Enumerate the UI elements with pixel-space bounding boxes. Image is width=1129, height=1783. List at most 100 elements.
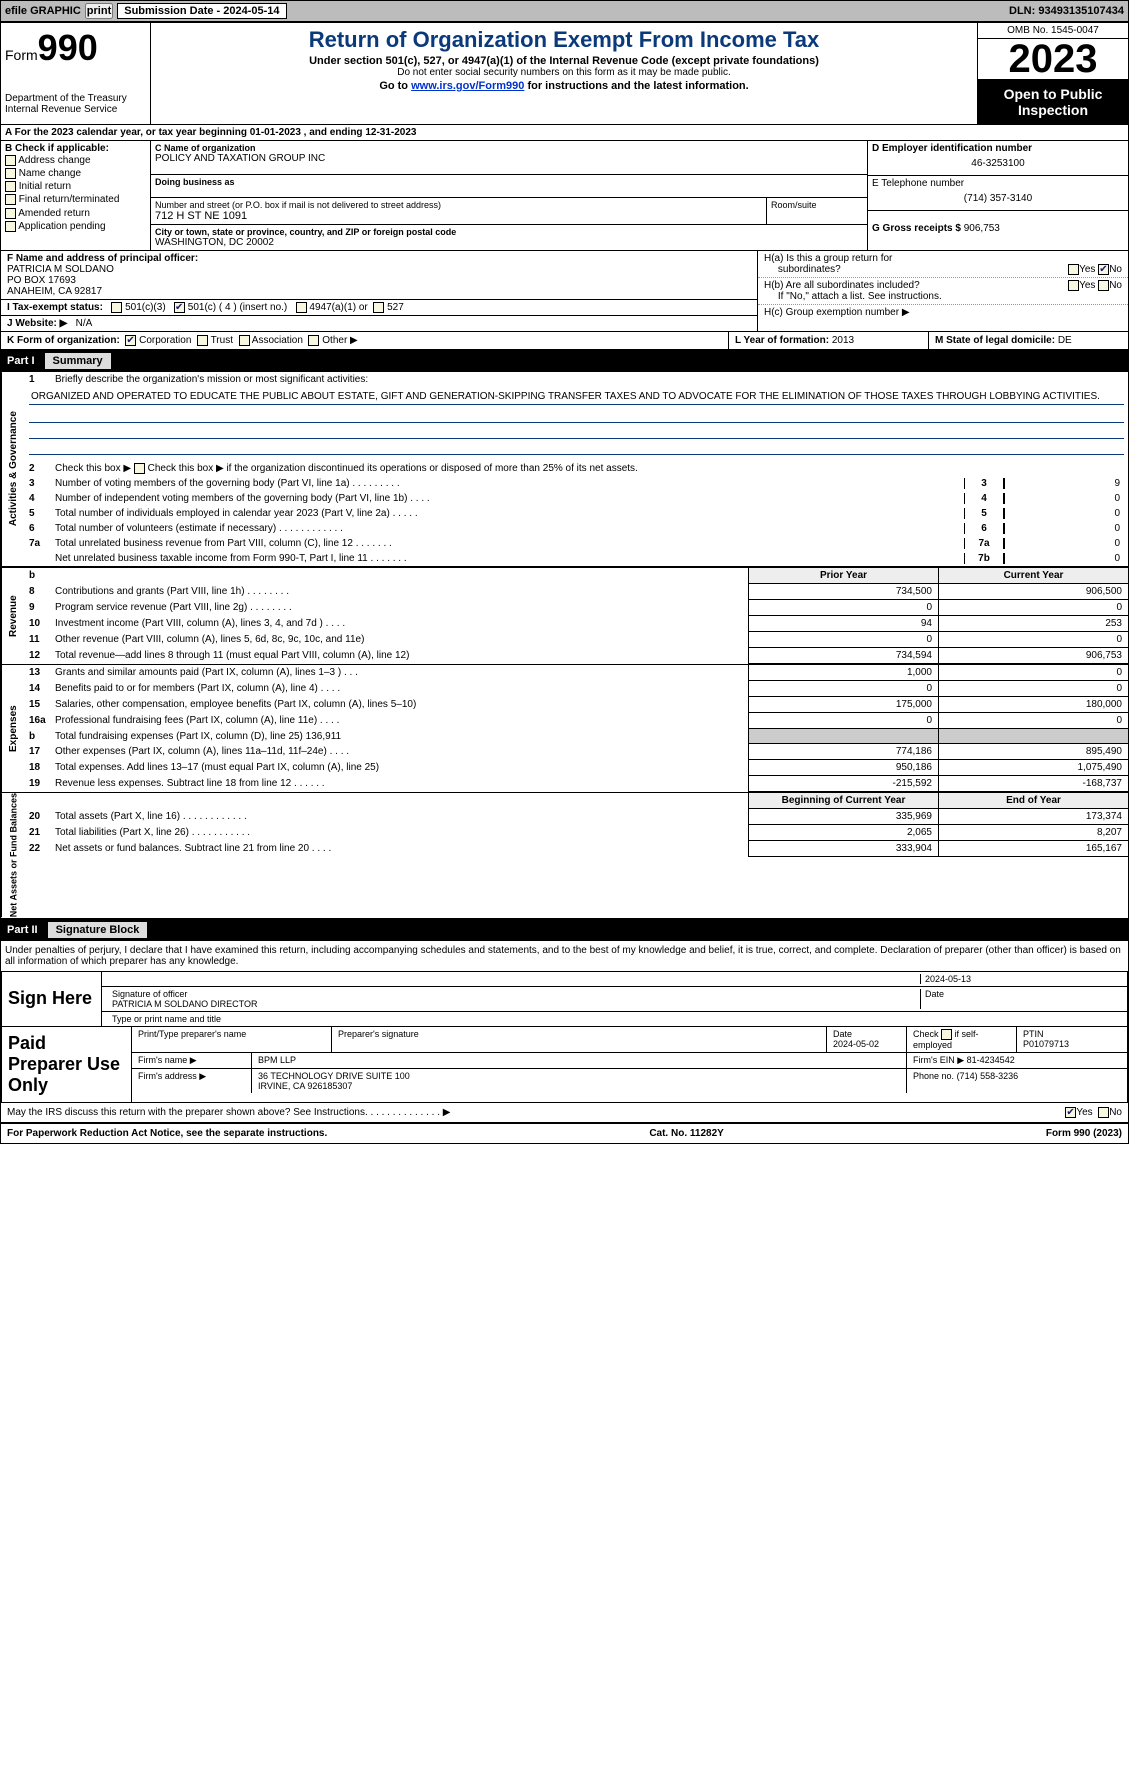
line-k: K Form of organization: Corporation Trus… (1, 332, 1128, 350)
prep-date: 2024-05-02 (833, 1039, 879, 1049)
expense-line: 17Other expenses (Part IX, column (A), l… (25, 744, 1128, 760)
gross: 906,753 (964, 223, 1000, 234)
dept-treasury: Department of the Treasury (5, 93, 146, 104)
net-assets-line: 22Net assets or fund balances. Subtract … (25, 841, 1128, 857)
expense-line: 16aProfessional fundraising fees (Part I… (25, 713, 1128, 729)
type-name-lbl: Type or print name and title (108, 1014, 1121, 1024)
f-po: PO BOX 17693 (7, 275, 751, 286)
ck-initial[interactable]: Initial return (5, 180, 146, 193)
officer-name: PATRICIA M SOLDANO DIRECTOR (112, 999, 916, 1009)
city: WASHINGTON, DC 20002 (155, 237, 863, 248)
vlabel-rev: Revenue (1, 568, 25, 664)
form-990: Form990 Department of the Treasury Inter… (0, 22, 1129, 1144)
vlabel-ag: Activities & Governance (1, 372, 25, 566)
activities-governance: Activities & Governance 1Briefly describ… (1, 372, 1128, 567)
col-b-header: B Check if applicable: (5, 143, 146, 154)
tel-lbl: E Telephone number (872, 178, 1124, 189)
mission-lbl: Briefly describe the organization's miss… (55, 374, 1124, 385)
h-c: H(c) Group exemption number ▶ (758, 305, 1128, 320)
hdr-prior-year: Prior Year (748, 568, 938, 584)
ck-discuss-yes (1065, 1107, 1076, 1118)
hdr-current-year: Current Year (938, 568, 1128, 584)
net-assets-line: 21Total liabilities (Part X, line 26) . … (25, 825, 1128, 841)
col-c-org: C Name of organizationPOLICY AND TAXATIO… (151, 141, 868, 250)
summary-line: 3Number of voting members of the governi… (25, 476, 1128, 491)
signature-declaration: Under penalties of perjury, I declare th… (1, 941, 1128, 972)
revenue-line: 10Investment income (Part VIII, column (… (25, 616, 1128, 632)
vlabel-na: Net Assets or Fund Balances (1, 793, 25, 917)
irs-link[interactable]: www.irs.gov/Form990 (411, 80, 524, 92)
form-title: Return of Organization Exempt From Incom… (155, 27, 973, 53)
subtitle-3: Go to www.irs.gov/Form990 for instructio… (155, 80, 973, 92)
firm-addr-lbl: Firm's address ▶ (132, 1069, 252, 1093)
irs-discuss: May the IRS discuss this return with the… (1, 1103, 1128, 1124)
expense-line: 15Salaries, other compensation, employee… (25, 697, 1128, 713)
firm-name-lbl: Firm's name ▶ (132, 1053, 252, 1068)
vlabel-exp: Expenses (1, 665, 25, 792)
ein-lbl: D Employer identification number (872, 143, 1124, 154)
self-emp: Check if self-employed (907, 1027, 1017, 1052)
f-label: F Name and address of principal officer: (7, 253, 751, 264)
form-label: Form (5, 47, 38, 63)
mission-text: ORGANIZED AND OPERATED TO EDUCATE THE PU… (29, 389, 1124, 405)
sign-here-block: Sign Here 2024-05-13 Signature of office… (1, 972, 1128, 1027)
efile-label: efile GRAPHIC (5, 5, 81, 17)
revenue-section: Revenue bPrior YearCurrent Year 8Contrib… (1, 567, 1128, 665)
ck-name-change[interactable]: Name change (5, 167, 146, 180)
ck-ha-no (1098, 264, 1109, 275)
form-number: 990 (38, 27, 98, 68)
ck-addr-change[interactable]: Address change (5, 154, 146, 167)
ck-501c (174, 302, 185, 313)
sign-date: 2024-05-13 (921, 974, 1121, 984)
summary-line: Net unrelated business taxable income fr… (25, 551, 1128, 566)
tel: (714) 357-3140 (872, 189, 1124, 208)
col-d: D Employer identification number46-32531… (868, 141, 1128, 250)
paid-preparer-block: Paid Preparer Use Only Print/Type prepar… (1, 1027, 1128, 1103)
room-lbl: Room/suite (771, 200, 863, 210)
street-lbl: Number and street (or P.O. box if mail i… (155, 200, 762, 210)
submission-date: Submission Date - 2024-05-14 (117, 3, 286, 19)
paperwork-notice: For Paperwork Reduction Act Notice, see … (7, 1128, 327, 1139)
org-name-lbl: C Name of organization (155, 143, 863, 153)
expenses-section: Expenses 13Grants and similar amounts pa… (1, 665, 1128, 793)
line-i: I Tax-exempt status: 501(c)(3) 501(c) ( … (1, 300, 757, 316)
dba-lbl: Doing business as (155, 177, 863, 187)
summary-line: 5Total number of individuals employed in… (25, 506, 1128, 521)
irs-label: Internal Revenue Service (5, 104, 146, 115)
h-a: H(a) Is this a group return for subordin… (758, 251, 1128, 278)
print-button[interactable]: print (85, 3, 113, 19)
gross-lbl: G Gross receipts $ (872, 223, 961, 234)
org-name: POLICY AND TAXATION GROUP INC (155, 153, 863, 164)
subtitle-1: Under section 501(c), 527, or 4947(a)(1)… (155, 55, 973, 67)
f-name: PATRICIA M SOLDANO (7, 264, 751, 275)
revenue-line: 8Contributions and grants (Part VIII, li… (25, 584, 1128, 600)
pt-name-lbl: Print/Type preparer's name (132, 1027, 332, 1052)
expense-line: 14Benefits paid to or for members (Part … (25, 681, 1128, 697)
ck-final[interactable]: Final return/terminated (5, 193, 146, 206)
firm-addr1: 36 TECHNOLOGY DRIVE SUITE 100 (258, 1071, 900, 1081)
hdr-boy: Beginning of Current Year (748, 793, 938, 809)
firm-addr2: IRVINE, CA 926185307 (258, 1081, 900, 1091)
summary-line: 7aTotal unrelated business revenue from … (25, 536, 1128, 551)
form-footer: For Paperwork Reduction Act Notice, see … (1, 1124, 1128, 1143)
part-2-header: Part IISignature Block (1, 919, 1128, 941)
tax-year: 2023 (978, 39, 1128, 80)
ck-amended[interactable]: Amended return (5, 207, 146, 220)
line-j: J Website: ▶ N/A (1, 316, 757, 331)
revenue-line: 12Total revenue—add lines 8 through 11 (… (25, 648, 1128, 664)
col-b-checkboxes: B Check if applicable: Address change Na… (1, 141, 151, 250)
dln: DLN: 93493135107434 (1009, 5, 1124, 17)
part-1-header: Part ISummary (1, 350, 1128, 372)
ck-app-pending[interactable]: Application pending (5, 220, 146, 233)
expense-line: 19Revenue less expenses. Subtract line 1… (25, 776, 1128, 792)
ck-corp (125, 335, 136, 346)
form-header: Form990 Department of the Treasury Inter… (1, 23, 1128, 125)
expense-line: 13Grants and similar amounts paid (Part … (25, 665, 1128, 681)
sign-here-label: Sign Here (2, 972, 102, 1026)
net-assets-section: Net Assets or Fund Balances Beginning of… (1, 793, 1128, 918)
topbar: efile GRAPHIC print Submission Date - 20… (0, 0, 1129, 22)
sig-officer-lbl: Signature of officer (112, 989, 916, 999)
net-assets-line: 20Total assets (Part X, line 16) . . . .… (25, 809, 1128, 825)
f-city: ANAHEIM, CA 92817 (7, 286, 751, 297)
ein: 46-3253100 (872, 154, 1124, 173)
